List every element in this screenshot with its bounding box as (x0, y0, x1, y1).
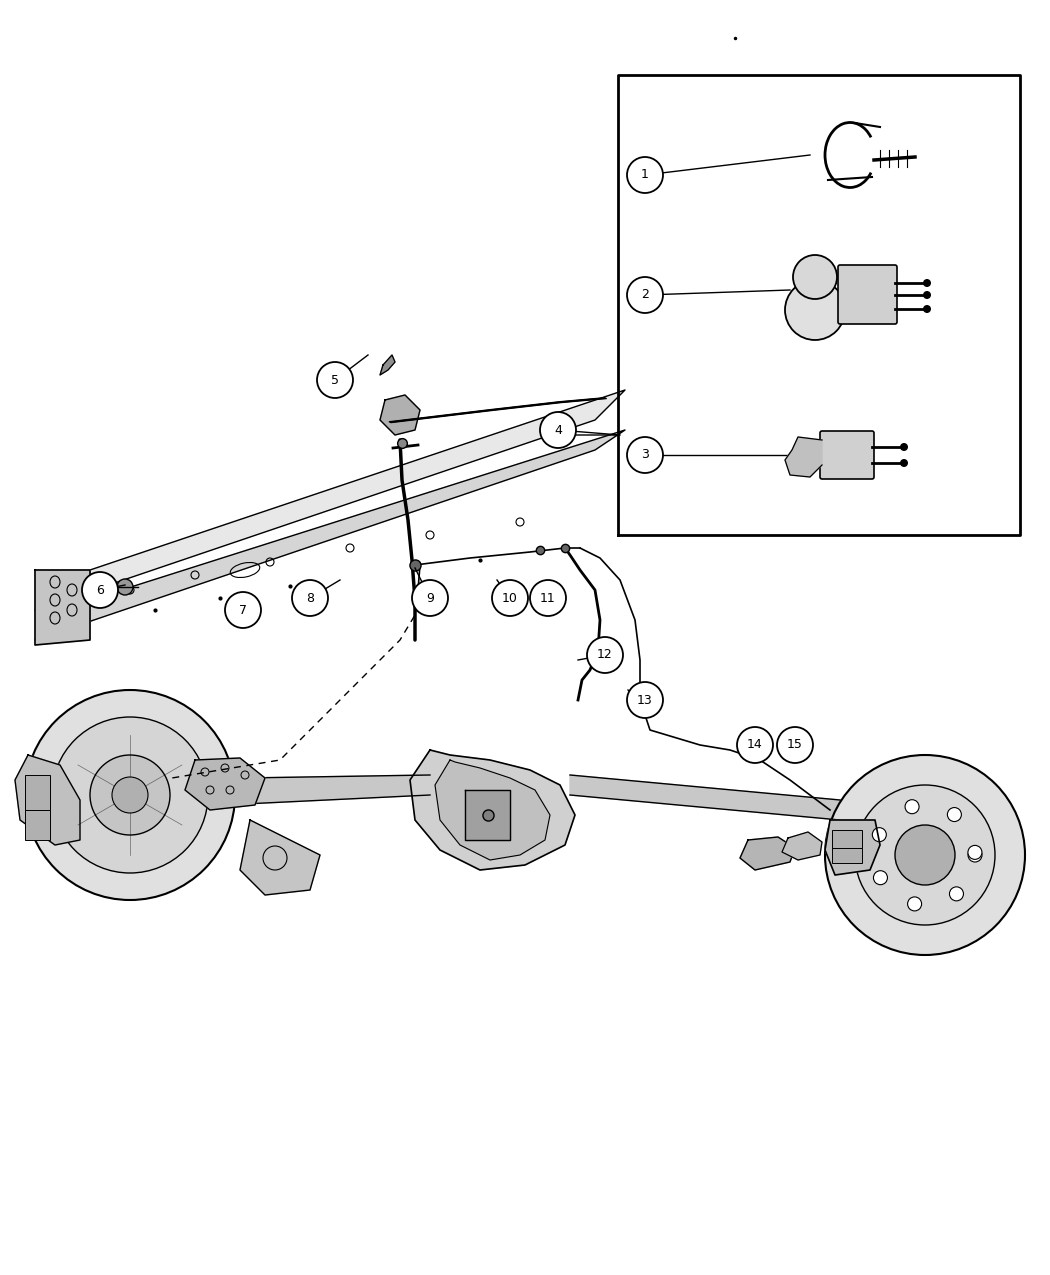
Circle shape (292, 580, 328, 616)
Circle shape (855, 785, 995, 924)
Bar (25, 810, 50, 840)
Text: 5: 5 (331, 374, 339, 386)
Circle shape (900, 459, 908, 467)
Circle shape (923, 305, 931, 312)
Circle shape (627, 437, 663, 473)
Text: 12: 12 (597, 649, 613, 662)
Circle shape (530, 580, 566, 616)
Circle shape (90, 755, 170, 835)
Text: 1: 1 (642, 168, 649, 181)
Circle shape (874, 871, 887, 885)
Circle shape (785, 280, 845, 340)
Circle shape (25, 690, 235, 900)
Circle shape (777, 727, 813, 762)
Polygon shape (825, 820, 880, 875)
Polygon shape (120, 775, 430, 810)
Circle shape (412, 580, 448, 616)
Polygon shape (782, 833, 822, 861)
Polygon shape (740, 836, 795, 870)
Circle shape (225, 592, 261, 629)
Circle shape (825, 755, 1025, 955)
Text: 2: 2 (642, 288, 649, 301)
Circle shape (112, 776, 148, 813)
Text: 8: 8 (306, 592, 314, 604)
Circle shape (968, 848, 982, 862)
Circle shape (627, 682, 663, 718)
Circle shape (947, 807, 962, 821)
Circle shape (117, 579, 133, 595)
Circle shape (52, 717, 208, 873)
Text: 10: 10 (502, 592, 518, 604)
Polygon shape (35, 430, 625, 640)
Polygon shape (35, 570, 90, 645)
Polygon shape (240, 820, 320, 895)
Bar (832, 848, 862, 863)
Polygon shape (35, 390, 625, 609)
FancyBboxPatch shape (838, 265, 897, 324)
Text: 7: 7 (239, 603, 247, 617)
Polygon shape (465, 790, 510, 840)
Polygon shape (435, 760, 550, 861)
Circle shape (737, 727, 773, 762)
Polygon shape (380, 395, 420, 435)
FancyBboxPatch shape (820, 431, 874, 479)
Circle shape (949, 887, 964, 901)
Circle shape (907, 896, 922, 910)
Polygon shape (410, 750, 575, 870)
Polygon shape (185, 759, 265, 810)
Circle shape (540, 412, 576, 448)
Circle shape (587, 638, 623, 673)
Circle shape (900, 442, 908, 451)
Circle shape (793, 255, 837, 300)
Circle shape (627, 157, 663, 193)
Circle shape (82, 572, 118, 608)
Circle shape (895, 825, 956, 885)
Text: 4: 4 (554, 423, 562, 436)
Circle shape (905, 799, 919, 813)
Circle shape (627, 277, 663, 312)
Bar (25, 775, 50, 810)
Circle shape (873, 827, 886, 842)
Polygon shape (785, 437, 822, 477)
Polygon shape (380, 354, 395, 375)
Text: 15: 15 (788, 738, 803, 751)
Circle shape (492, 580, 528, 616)
Circle shape (317, 362, 353, 398)
Bar (832, 830, 862, 848)
Circle shape (968, 845, 982, 859)
Text: 9: 9 (426, 592, 434, 604)
Text: 13: 13 (637, 694, 653, 706)
Text: 14: 14 (748, 738, 763, 751)
Text: 3: 3 (642, 449, 649, 462)
Text: 6: 6 (96, 584, 104, 597)
Circle shape (923, 291, 931, 300)
Polygon shape (570, 775, 840, 820)
Polygon shape (15, 755, 80, 845)
Circle shape (923, 279, 931, 287)
Text: 11: 11 (540, 592, 555, 604)
